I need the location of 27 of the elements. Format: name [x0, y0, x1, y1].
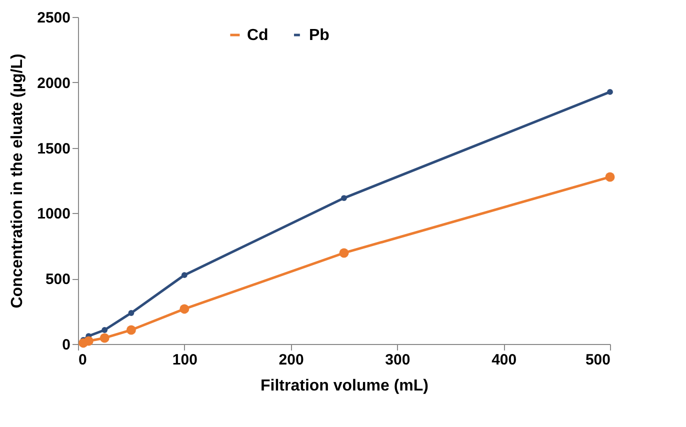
x-tick-label: 400	[492, 352, 517, 368]
y-tick-label: 1000	[37, 206, 70, 223]
x-tick-label: 300	[385, 352, 410, 368]
y-tick-label: 500	[45, 271, 70, 288]
point	[100, 333, 110, 343]
point	[102, 327, 108, 333]
point	[84, 336, 94, 346]
y-tick-label: 2500	[37, 10, 70, 26]
point	[128, 310, 134, 316]
point	[126, 325, 136, 335]
x-tick-label: 0	[78, 352, 87, 368]
legend-label: Cd	[246, 27, 268, 44]
point	[180, 304, 190, 314]
x-tick-label: 100	[172, 352, 198, 368]
x-tick-label: 200	[278, 352, 304, 368]
point	[605, 172, 615, 182]
x-axis-title: Filtration volume (mL)	[260, 378, 428, 394]
point	[339, 248, 349, 258]
y-tick-label: 1500	[37, 140, 70, 158]
point	[607, 88, 613, 95]
y-axis-title: Concentration in the eluate (µg/L)	[9, 54, 26, 308]
y-tick-label: 0	[62, 336, 70, 354]
y-tick-label: 2000	[37, 74, 70, 92]
point	[181, 272, 188, 278]
legend-label: Pb	[308, 27, 330, 44]
point	[341, 195, 347, 201]
x-tick-label: 500	[585, 352, 610, 368]
